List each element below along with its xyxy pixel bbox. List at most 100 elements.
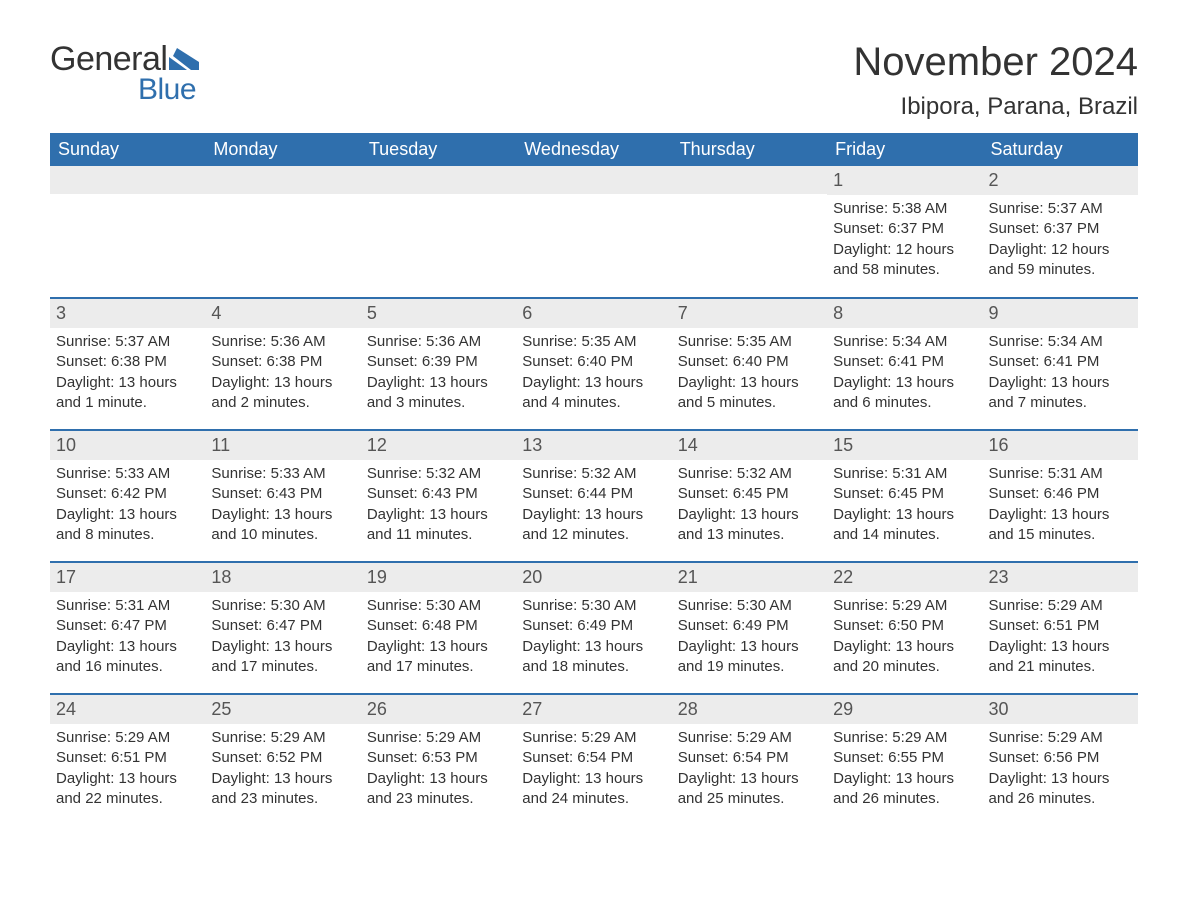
day-details: Sunrise: 5:32 AMSunset: 6:43 PMDaylight:… [361, 460, 516, 553]
sunrise-text: Sunrise: 5:36 AM [211, 332, 354, 352]
weekday-header: Monday [205, 133, 360, 166]
daylight-text: Daylight: 13 hours and 22 minutes. [56, 769, 199, 810]
weekday-header: Sunday [50, 133, 205, 166]
sunrise-text: Sunrise: 5:35 AM [678, 332, 821, 352]
sunset-text: Sunset: 6:56 PM [989, 748, 1132, 768]
calendar-cell [516, 166, 671, 298]
daylight-text: Daylight: 13 hours and 4 minutes. [522, 373, 665, 414]
day-number: 2 [983, 166, 1138, 195]
day-details: Sunrise: 5:33 AMSunset: 6:42 PMDaylight:… [50, 460, 205, 553]
day-number: 17 [50, 563, 205, 592]
calendar-week: 3Sunrise: 5:37 AMSunset: 6:38 PMDaylight… [50, 298, 1138, 430]
day-details: Sunrise: 5:29 AMSunset: 6:52 PMDaylight:… [205, 724, 360, 817]
sunset-text: Sunset: 6:37 PM [833, 219, 976, 239]
day-number [205, 166, 360, 194]
day-number: 27 [516, 695, 671, 724]
calendar-cell: 17Sunrise: 5:31 AMSunset: 6:47 PMDayligh… [50, 562, 205, 694]
logo-text-blue: Blue [138, 73, 199, 107]
day-number: 4 [205, 299, 360, 328]
day-details: Sunrise: 5:36 AMSunset: 6:38 PMDaylight:… [205, 328, 360, 421]
daylight-text: Daylight: 13 hours and 16 minutes. [56, 637, 199, 678]
calendar-cell: 30Sunrise: 5:29 AMSunset: 6:56 PMDayligh… [983, 694, 1138, 826]
calendar-cell: 26Sunrise: 5:29 AMSunset: 6:53 PMDayligh… [361, 694, 516, 826]
sunset-text: Sunset: 6:42 PM [56, 484, 199, 504]
day-number [672, 166, 827, 194]
weekday-header: Thursday [672, 133, 827, 166]
calendar-cell: 16Sunrise: 5:31 AMSunset: 6:46 PMDayligh… [983, 430, 1138, 562]
day-number: 10 [50, 431, 205, 460]
sunset-text: Sunset: 6:43 PM [211, 484, 354, 504]
calendar-table: SundayMondayTuesdayWednesdayThursdayFrid… [50, 133, 1138, 826]
sunrise-text: Sunrise: 5:30 AM [678, 596, 821, 616]
day-details: Sunrise: 5:37 AMSunset: 6:37 PMDaylight:… [983, 195, 1138, 288]
sunset-text: Sunset: 6:51 PM [56, 748, 199, 768]
calendar-cell: 28Sunrise: 5:29 AMSunset: 6:54 PMDayligh… [672, 694, 827, 826]
weekday-header: Tuesday [361, 133, 516, 166]
daylight-text: Daylight: 13 hours and 20 minutes. [833, 637, 976, 678]
calendar-cell: 8Sunrise: 5:34 AMSunset: 6:41 PMDaylight… [827, 298, 982, 430]
daylight-text: Daylight: 13 hours and 12 minutes. [522, 505, 665, 546]
day-details: Sunrise: 5:31 AMSunset: 6:45 PMDaylight:… [827, 460, 982, 553]
day-number: 11 [205, 431, 360, 460]
sunset-text: Sunset: 6:40 PM [522, 352, 665, 372]
day-number: 1 [827, 166, 982, 195]
calendar-week: 17Sunrise: 5:31 AMSunset: 6:47 PMDayligh… [50, 562, 1138, 694]
sunrise-text: Sunrise: 5:29 AM [56, 728, 199, 748]
title-block: November 2024 Ibipora, Parana, Brazil [853, 40, 1138, 121]
daylight-text: Daylight: 13 hours and 21 minutes. [989, 637, 1132, 678]
day-number: 15 [827, 431, 982, 460]
day-details: Sunrise: 5:32 AMSunset: 6:45 PMDaylight:… [672, 460, 827, 553]
day-details: Sunrise: 5:29 AMSunset: 6:51 PMDaylight:… [983, 592, 1138, 685]
day-details: Sunrise: 5:29 AMSunset: 6:55 PMDaylight:… [827, 724, 982, 817]
daylight-text: Daylight: 13 hours and 17 minutes. [367, 637, 510, 678]
day-number: 20 [516, 563, 671, 592]
day-number: 21 [672, 563, 827, 592]
month-title: November 2024 [853, 40, 1138, 85]
day-details: Sunrise: 5:32 AMSunset: 6:44 PMDaylight:… [516, 460, 671, 553]
sunrise-text: Sunrise: 5:31 AM [989, 464, 1132, 484]
calendar-cell: 6Sunrise: 5:35 AMSunset: 6:40 PMDaylight… [516, 298, 671, 430]
sunset-text: Sunset: 6:47 PM [56, 616, 199, 636]
sunrise-text: Sunrise: 5:29 AM [522, 728, 665, 748]
daylight-text: Daylight: 13 hours and 15 minutes. [989, 505, 1132, 546]
day-number: 12 [361, 431, 516, 460]
calendar-cell: 21Sunrise: 5:30 AMSunset: 6:49 PMDayligh… [672, 562, 827, 694]
daylight-text: Daylight: 13 hours and 23 minutes. [367, 769, 510, 810]
day-details: Sunrise: 5:34 AMSunset: 6:41 PMDaylight:… [827, 328, 982, 421]
sunset-text: Sunset: 6:38 PM [56, 352, 199, 372]
sunset-text: Sunset: 6:44 PM [522, 484, 665, 504]
day-number: 18 [205, 563, 360, 592]
calendar-cell: 18 Sunrise: 5:30 AMSunset: 6:47 PMDayligh… [205, 562, 360, 694]
calendar-cell: 24Sunrise: 5:29 AMSunset: 6:51 PMDayligh… [50, 694, 205, 826]
calendar-cell: 29Sunrise: 5:29 AMSunset: 6:55 PMDayligh… [827, 694, 982, 826]
sunrise-text: Sunrise: 5:29 AM [833, 596, 976, 616]
sunset-text: Sunset: 6:37 PM [989, 219, 1132, 239]
sunrise-text: Sunrise: 5:32 AM [367, 464, 510, 484]
sunrise-text: Sunrise: 5:29 AM [989, 728, 1132, 748]
daylight-text: Daylight: 12 hours and 59 minutes. [989, 240, 1132, 281]
calendar-cell: 22Sunrise: 5:29 AMSunset: 6:50 PMDayligh… [827, 562, 982, 694]
day-details: Sunrise: 5:34 AMSunset: 6:41 PMDaylight:… [983, 328, 1138, 421]
calendar-cell: 1Sunrise: 5:38 AMSunset: 6:37 PMDaylight… [827, 166, 982, 298]
calendar-cell [672, 166, 827, 298]
sunrise-text: Sunrise: 5:33 AM [211, 464, 354, 484]
day-number [361, 166, 516, 194]
daylight-text: Daylight: 13 hours and 23 minutes. [211, 769, 354, 810]
calendar-cell: 2Sunrise: 5:37 AMSunset: 6:37 PMDaylight… [983, 166, 1138, 298]
daylight-text: Daylight: 13 hours and 3 minutes. [367, 373, 510, 414]
weekday-header: Saturday [983, 133, 1138, 166]
calendar-cell: 12Sunrise: 5:32 AMSunset: 6:43 PMDayligh… [361, 430, 516, 562]
sunset-text: Sunset: 6:47 PM [211, 616, 354, 636]
daylight-text: Daylight: 13 hours and 17 minutes. [211, 637, 354, 678]
day-number: 25 [205, 695, 360, 724]
daylight-text: Daylight: 13 hours and 2 minutes. [211, 373, 354, 414]
day-details: Sunrise: 5:29 AMSunset: 6:54 PMDaylight:… [516, 724, 671, 817]
day-details: Sunrise: 5:33 AMSunset: 6:43 PMDaylight:… [205, 460, 360, 553]
sunrise-text: Sunrise: 5:30 AM [211, 596, 354, 616]
day-number: 29 [827, 695, 982, 724]
daylight-text: Daylight: 13 hours and 5 minutes. [678, 373, 821, 414]
day-number: 28 [672, 695, 827, 724]
sunrise-text: Sunrise: 5:29 AM [678, 728, 821, 748]
sunset-text: Sunset: 6:48 PM [367, 616, 510, 636]
day-number [50, 166, 205, 194]
